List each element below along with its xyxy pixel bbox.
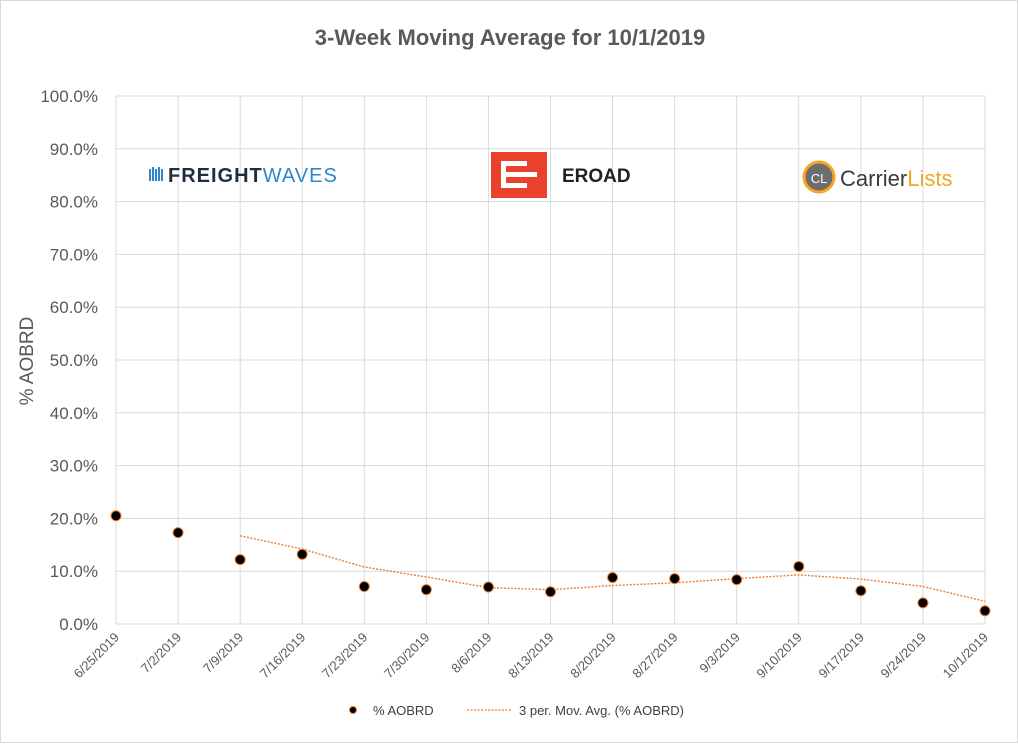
x-tick-label: 8/6/2019 [448, 630, 494, 676]
x-tick-label: 7/2/2019 [138, 630, 184, 676]
freightwaves-part1: FREIGHT [168, 165, 263, 187]
carrierlists-part1: Carrier [840, 166, 907, 191]
x-tick-label: 7/9/2019 [200, 630, 246, 676]
y-tick-label: 90.0% [50, 140, 98, 159]
x-tick-label: 9/10/2019 [753, 630, 805, 682]
x-tick-label: 8/20/2019 [567, 630, 619, 682]
data-point-7/2/2019 [172, 527, 184, 539]
y-tick-label: 10.0% [50, 562, 98, 581]
y-tick-label: 20.0% [50, 509, 98, 528]
data-point-7/30/2019 [420, 584, 432, 596]
y-tick-label: 100.0% [40, 87, 98, 106]
legend-series-1: % AOBRD [373, 703, 434, 718]
x-tick-label: 9/3/2019 [696, 630, 742, 676]
x-tick-label: 10/1/2019 [940, 630, 992, 682]
data-point-7/9/2019 [234, 554, 246, 566]
data-point-8/27/2019 [669, 573, 681, 585]
trendline-group [239, 535, 986, 602]
y-tick-label: 40.0% [50, 404, 98, 423]
data-point-9/10/2019 [793, 560, 805, 572]
svg-text:CarrierLists: CarrierLists [840, 166, 952, 191]
freightwaves-mark-icon [149, 167, 163, 181]
y-axis-label: % AOBRD [17, 317, 38, 406]
legend-marker-icon [349, 706, 357, 714]
x-tick-label: 9/17/2019 [815, 630, 867, 682]
moving-average-trendline [239, 535, 986, 602]
y-axis-ticks: 0.0% 10.0% 20.0% 30.0% 40.0% 50.0% 60.0% 70.0% 8… [40, 87, 98, 634]
y-tick-label: 70.0% [50, 245, 98, 264]
data-point-7/23/2019 [358, 581, 370, 593]
data-point-9/3/2019 [731, 574, 743, 586]
freightwaves-part2: WAVES [263, 165, 338, 187]
svg-text:FREIGHTWAVES: FREIGHTWAVES [168, 165, 338, 187]
x-tick-label: 8/13/2019 [505, 630, 557, 682]
x-axis-ticks: 6/25/2019 7/2/2019 7/9/2019 7/16/2019 7/23/2… [71, 630, 992, 682]
data-points [110, 510, 991, 617]
y-tick-label: 30.0% [50, 457, 98, 476]
carrierlists-part2: Lists [907, 166, 952, 191]
carrierlists-badge-text: CL [811, 171, 828, 186]
x-tick-label: 7/23/2019 [319, 630, 371, 682]
data-point-9/24/2019 [917, 597, 929, 609]
legend-series-2: 3 per. Mov. Avg. (% AOBRD) [519, 703, 684, 718]
x-tick-label: 6/25/2019 [71, 630, 123, 682]
data-point-7/16/2019 [296, 548, 308, 560]
chart-title: 3-Week Moving Average for 10/1/2019 [315, 25, 705, 50]
data-point-8/6/2019 [482, 581, 494, 593]
carrierlists-logo: CL CarrierLists [802, 160, 952, 194]
x-tick-label: 7/16/2019 [257, 630, 309, 682]
x-tick-label: 8/27/2019 [629, 630, 681, 682]
x-tick-label: 7/30/2019 [381, 630, 433, 682]
data-point-10/1/2019 [979, 605, 991, 617]
x-tick-label: 9/24/2019 [878, 630, 930, 682]
y-tick-label: 60.0% [50, 298, 98, 317]
legend: % AOBRD 3 per. Mov. Avg. (% AOBRD) [349, 703, 684, 718]
y-tick-label: 0.0% [59, 615, 98, 634]
eroad-logo: EROAD [491, 152, 631, 198]
data-point-8/20/2019 [607, 572, 619, 584]
y-tick-label: 50.0% [50, 351, 98, 370]
eroad-name: EROAD [562, 166, 631, 187]
data-point-6/25/2019 [110, 510, 122, 522]
freightwaves-logo: FREIGHTWAVES [149, 165, 338, 187]
carrierlists-badge-icon [802, 160, 836, 194]
data-point-9/17/2019 [855, 585, 867, 597]
y-tick-label: 80.0% [50, 193, 98, 212]
data-point-8/13/2019 [545, 586, 556, 598]
